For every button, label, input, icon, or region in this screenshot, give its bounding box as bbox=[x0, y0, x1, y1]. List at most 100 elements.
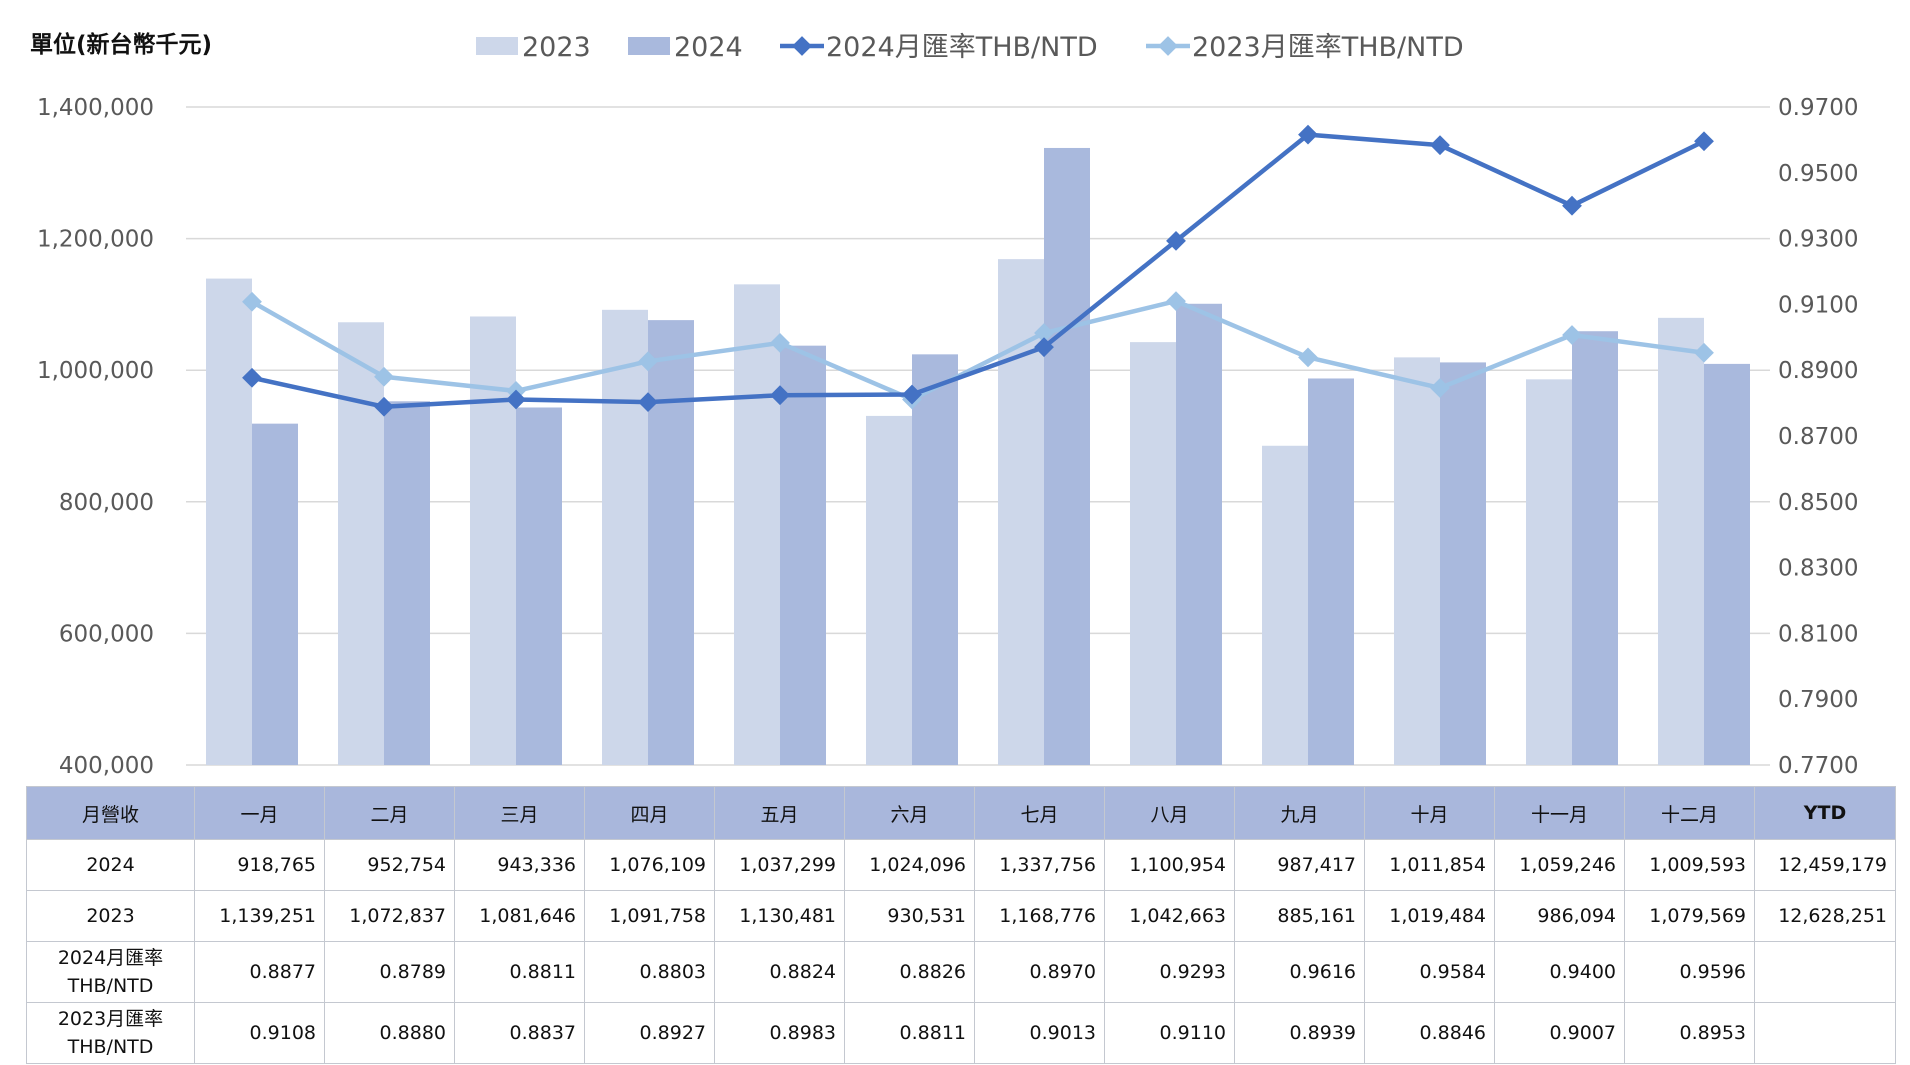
bar-2024 bbox=[516, 407, 562, 765]
table-cell: 0.8837 bbox=[454, 1002, 585, 1064]
table-cell: 987,417 bbox=[1234, 839, 1365, 891]
table-header-cell: 三月 bbox=[454, 786, 585, 840]
table-cell: 0.9110 bbox=[1104, 1002, 1235, 1064]
y-left-tick-label: 1,200,000 bbox=[37, 227, 154, 253]
lines-layer bbox=[242, 124, 1714, 417]
table-cell: 0.8789 bbox=[324, 941, 455, 1003]
row-label-line: 2023月匯率 bbox=[57, 1008, 164, 1030]
legend-label: 2024 bbox=[674, 32, 743, 63]
y-left-tick-label: 1,000,000 bbox=[37, 358, 154, 384]
table-cell: 0.8953 bbox=[1624, 1002, 1755, 1064]
table-header-cell: 月營收 bbox=[26, 786, 195, 840]
table-cell: 1,042,663 bbox=[1104, 890, 1235, 942]
y-left-tick-label: 1,400,000 bbox=[37, 95, 154, 121]
row-label-line: 2024月匯率 bbox=[57, 947, 164, 969]
row-label-line: 2024 bbox=[86, 854, 135, 876]
table-cell: 952,754 bbox=[324, 839, 455, 891]
bar-2023 bbox=[1526, 379, 1572, 765]
table-cell bbox=[1754, 941, 1896, 1003]
y-left-tick-label: 400,000 bbox=[59, 753, 154, 779]
marker-2024月匯率THB/NTD bbox=[506, 389, 526, 410]
marker-2023月匯率THB/NTD bbox=[1298, 347, 1318, 368]
table-cell: 918,765 bbox=[194, 839, 325, 891]
table-cell: 1,130,481 bbox=[714, 890, 845, 942]
table-cell: 0.8846 bbox=[1364, 1002, 1495, 1064]
table-header-cell: 五月 bbox=[714, 786, 845, 840]
table-header-cell: YTD bbox=[1754, 786, 1896, 840]
bar-2024 bbox=[1572, 331, 1618, 765]
table-row: 2023月匯率 THB/NTD 0.9108 0.8880 0.8837 0.8927 0.… bbox=[26, 1002, 1896, 1064]
table-header-cell: 二月 bbox=[324, 786, 455, 840]
row-label: 2023月匯率 THB/NTD bbox=[26, 1002, 195, 1064]
revenue-exchange-rate-chart: 400,000 600,000 800,000 1,000,000 1,200,000 1… bbox=[30, 31, 1858, 779]
bar-2024 bbox=[780, 345, 826, 765]
table-cell: 0.8811 bbox=[454, 941, 585, 1003]
table-cell: 0.9007 bbox=[1494, 1002, 1625, 1064]
table-cell: 1,024,096 bbox=[844, 839, 975, 891]
bar-2023 bbox=[206, 278, 252, 765]
y-right-tick-label: 0.9700 bbox=[1778, 95, 1858, 121]
unit-label: 單位(新台幣千元) bbox=[30, 31, 212, 58]
bar-2024 bbox=[1308, 378, 1354, 765]
marker-2023月匯率THB/NTD bbox=[242, 291, 262, 312]
legend-marker bbox=[792, 36, 812, 56]
legend-label: 2023 bbox=[522, 32, 591, 63]
y-right-tick-label: 0.8500 bbox=[1778, 490, 1858, 516]
y-right-tick-label: 0.9300 bbox=[1778, 227, 1858, 253]
table-cell: 1,139,251 bbox=[194, 890, 325, 942]
y-left-tick-label: 600,000 bbox=[59, 621, 154, 647]
row-label-line: 2023 bbox=[86, 905, 135, 927]
table-cell: 1,072,837 bbox=[324, 890, 455, 942]
table-cell: 0.8811 bbox=[844, 1002, 975, 1064]
y-axis-left: 400,000 600,000 800,000 1,000,000 1,200,000 1… bbox=[37, 95, 154, 779]
table-cell: 1,168,776 bbox=[974, 890, 1105, 942]
legend-marker bbox=[1158, 36, 1178, 56]
table-cell: 12,459,179 bbox=[1754, 839, 1896, 891]
table-cell: 12,628,251 bbox=[1754, 890, 1896, 942]
marker-2024月匯率THB/NTD bbox=[1166, 231, 1186, 251]
line-2023月匯率THB/NTD bbox=[250, 298, 1705, 402]
table-cell: 0.8939 bbox=[1234, 1002, 1365, 1064]
grid-lines bbox=[186, 106, 1770, 766]
marker-2024月匯率THB/NTD bbox=[1562, 195, 1582, 216]
table-cell: 1,081,646 bbox=[454, 890, 585, 942]
table-cell: 0.9293 bbox=[1104, 941, 1235, 1003]
row-label: 2024月匯率 THB/NTD bbox=[26, 941, 195, 1003]
table-row: 2023 1,139,251 1,072,837 1,081,646 1,091,758… bbox=[26, 890, 1896, 942]
table-cell: 0.9596 bbox=[1624, 941, 1755, 1003]
bar-2023 bbox=[1262, 445, 1308, 765]
table-cell: 0.9584 bbox=[1364, 941, 1495, 1003]
table-header-cell: 十二月 bbox=[1624, 786, 1755, 840]
bar-2024 bbox=[1176, 303, 1222, 765]
bar-2023 bbox=[1658, 317, 1704, 765]
table-header-cell: 八月 bbox=[1104, 786, 1235, 840]
table-cell: 1,037,299 bbox=[714, 839, 845, 891]
table-cell: 0.8983 bbox=[714, 1002, 845, 1064]
y-right-tick-label: 0.7900 bbox=[1778, 687, 1858, 713]
table-header-cell: 一月 bbox=[194, 786, 325, 840]
table-cell: 0.8877 bbox=[194, 941, 325, 1003]
bar-2023 bbox=[734, 284, 780, 765]
table-cell: 0.8927 bbox=[584, 1002, 715, 1064]
table-cell: 0.8970 bbox=[974, 941, 1105, 1003]
table-cell: 0.8826 bbox=[844, 941, 975, 1003]
marker-2024月匯率THB/NTD bbox=[374, 396, 394, 417]
table-cell: 1,019,484 bbox=[1364, 890, 1495, 942]
marker-2023月匯率THB/NTD bbox=[638, 351, 658, 372]
row-label: 2024 bbox=[26, 839, 195, 891]
table-row: 2024 918,765 952,754 943,336 1,076,109 1,037,… bbox=[26, 839, 1896, 891]
bar-2024 bbox=[912, 354, 958, 765]
bar-2024 bbox=[1044, 147, 1090, 766]
bar-2023 bbox=[470, 316, 516, 765]
legend-label: 2023月匯率THB/NTD bbox=[1192, 32, 1464, 63]
y-right-tick-label: 0.9100 bbox=[1778, 292, 1858, 318]
bar-2023 bbox=[866, 415, 912, 765]
table-cell: 930,531 bbox=[844, 890, 975, 942]
table-cell: 1,011,854 bbox=[1364, 839, 1495, 891]
table-cell: 1,337,756 bbox=[974, 839, 1105, 891]
table-cell: 986,094 bbox=[1494, 890, 1625, 942]
table-cell: 0.8803 bbox=[584, 941, 715, 1003]
row-label: 2023 bbox=[26, 890, 195, 942]
row-label-line: THB/NTD bbox=[67, 1036, 154, 1058]
marker-2024月匯率THB/NTD bbox=[1034, 337, 1054, 358]
